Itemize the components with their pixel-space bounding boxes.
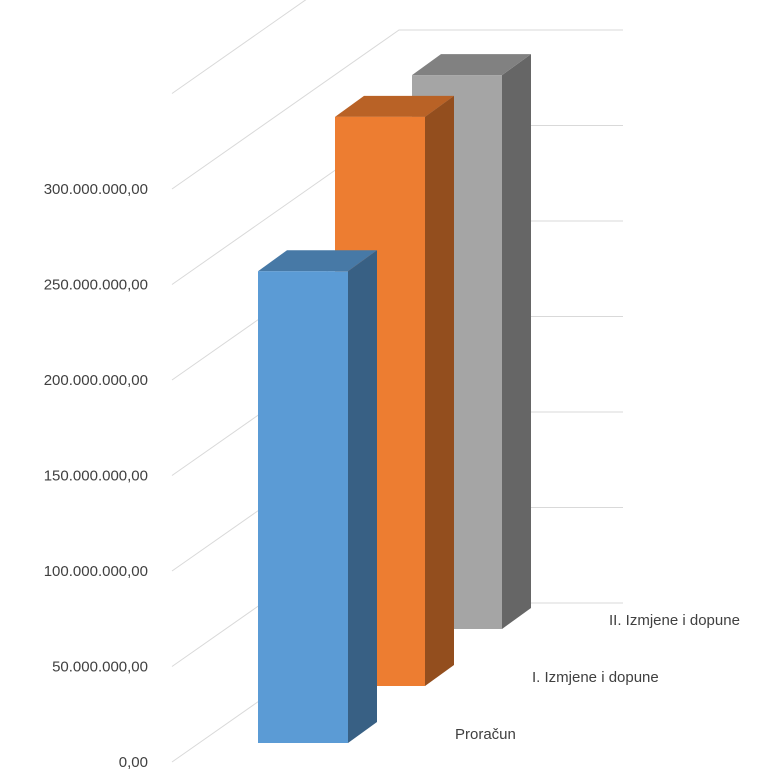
bar-side [502,54,531,630]
category-labels: II. Izmjene i dopune I. Izmjene i dopune P… [455,612,740,743]
bars [258,54,531,744]
bar-top [335,95,454,117]
bar-top [412,54,531,76]
y-tick-label: 0,00 [119,754,148,771]
y-tick-label: 150.000.000,00 [44,468,148,485]
bar-side [425,95,454,686]
bar [258,250,377,744]
category-label: Proračun [455,726,516,743]
y-tick-label: 200.000.000,00 [44,372,148,389]
y-tick-label: 50.000.000,00 [52,659,148,676]
category-label: II. Izmjene i dopune [609,612,740,629]
y-tick-label: 100.000.000,00 [44,563,148,580]
grid-line [171,29,623,190]
bar-front [258,271,348,743]
y-tick-label: 300.000.000,00 [44,181,148,198]
bar-top [258,250,377,272]
bar-side [348,250,377,744]
category-label: I. Izmjene i dopune [532,669,659,686]
grid-line [171,0,307,94]
y-axis-ticks: 0,00 50.000.000,00 100.000.000,00 150.000.0… [44,181,148,771]
y-tick-label: 250.000.000,00 [44,277,148,294]
